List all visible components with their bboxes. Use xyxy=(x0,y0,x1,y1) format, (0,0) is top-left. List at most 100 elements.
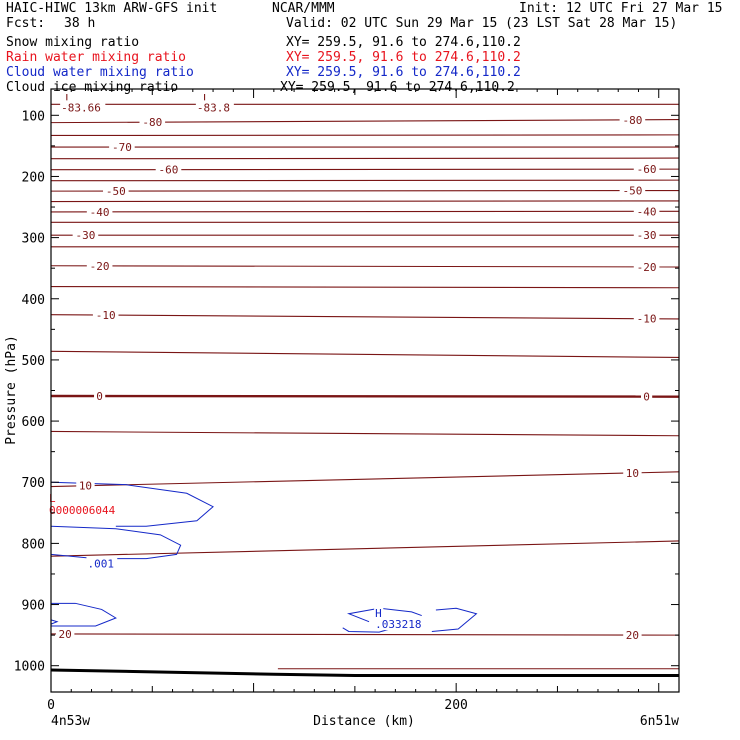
isotherm-line xyxy=(50,285,680,289)
isotherm-line xyxy=(50,189,680,192)
y-tick-label: 900 xyxy=(22,599,45,614)
contour-label-bg xyxy=(374,617,427,631)
forecast-hours: 38 h xyxy=(64,16,96,31)
contour-label-bg xyxy=(633,260,660,273)
extremum-label: L xyxy=(203,92,210,105)
field-rain-name: Rain water mixing ratio xyxy=(6,50,187,65)
x-tick-label: 0 xyxy=(47,698,55,713)
contour-label-bg xyxy=(195,100,234,114)
field-cloud-water-xy: XY= 259.5, 91.6 to 274.6,110.2 xyxy=(286,65,521,80)
isotherm-label: -10 xyxy=(637,313,657,326)
contour-label-bg xyxy=(94,390,106,403)
contour-label-bg xyxy=(60,100,106,114)
contour-label-bg xyxy=(139,116,166,129)
isotherm-label: -10 xyxy=(96,309,116,322)
isotherm-label: -30 xyxy=(637,229,657,242)
isotherm-line xyxy=(50,265,680,268)
contour-label-bg xyxy=(633,163,660,176)
isotherm-label: -50 xyxy=(622,185,642,198)
valid-time: Valid: 02 UTC Sun 29 Mar 15 (23 LST Sat … xyxy=(286,16,678,31)
isotherm-label: -40 xyxy=(90,206,110,219)
extremum-label: -83.66 xyxy=(61,101,101,114)
y-tick-label: 500 xyxy=(22,354,45,369)
isotherm-line xyxy=(50,179,680,182)
isotherm-line xyxy=(50,168,680,171)
contour-label-bg xyxy=(47,491,58,505)
field-cloud-water-name: Cloud water mixing ratio xyxy=(6,65,194,80)
extremum-label: H xyxy=(375,607,382,620)
extremum-label: .033218 xyxy=(375,618,421,631)
contour-label-bg xyxy=(374,606,384,620)
isotherm-label: -60 xyxy=(159,164,179,177)
y-tick-label: 300 xyxy=(22,232,45,247)
isotherm-label: -30 xyxy=(76,229,96,242)
field-snow-xy: XY= 259.5, 91.6 to 274.6,110.2 xyxy=(286,35,521,50)
isotherm-label: -40 xyxy=(637,205,657,218)
extremum-label: 0000006044 xyxy=(49,504,116,517)
isotherm-line xyxy=(50,314,680,320)
contour-label-bg xyxy=(633,205,660,218)
isotherm-label: 10 xyxy=(626,467,639,480)
y-tick-label: 800 xyxy=(22,537,45,552)
contour-label-bg xyxy=(86,205,113,218)
init-time: Init: 12 UTC Fri 27 Mar 15 xyxy=(519,1,723,16)
extremum-label: -83.8 xyxy=(197,101,230,114)
isotherm-line xyxy=(50,633,680,636)
isotherm-label: 0 xyxy=(96,390,103,403)
contour-label-bg xyxy=(109,141,135,154)
contour-label-bg xyxy=(64,91,74,105)
x-end-location: 6n51w xyxy=(640,714,679,729)
field-snow-name: Snow mixing ratio xyxy=(6,35,140,50)
isotherm-line xyxy=(50,540,680,557)
contour-label-bg xyxy=(201,91,212,105)
cloud-water-contour xyxy=(431,607,478,632)
isotherm-line xyxy=(50,157,680,160)
isotherm-label: -50 xyxy=(106,185,126,198)
y-tick-label: 100 xyxy=(22,109,45,124)
contour-label-bg xyxy=(633,229,660,242)
contour-label-bg xyxy=(76,479,95,492)
isotherm-line xyxy=(50,200,680,203)
isotherm-label: 20 xyxy=(626,629,639,642)
isotherm-label: -20 xyxy=(637,261,657,274)
contour-label-bg xyxy=(47,502,122,516)
org-label: NCAR/MMM xyxy=(272,1,335,16)
field-rain-xy: XY= 259.5, 91.6 to 274.6,110.2 xyxy=(286,50,521,65)
contour-label-bg xyxy=(155,163,182,176)
contour-label-bg xyxy=(623,466,642,479)
model-title: HAIC-HIWC 13km ARW-GFS init xyxy=(6,1,218,16)
isotherm-line xyxy=(50,430,680,437)
contour-label-bg xyxy=(619,113,646,126)
x-start-location: 4n53w xyxy=(51,714,90,729)
isotherm-label: 20 xyxy=(59,628,72,641)
y-tick-label: 600 xyxy=(22,415,45,430)
field-cloud-ice-xy: XY= 259.5, 91.6 to 274.6,110.2 xyxy=(280,80,515,95)
isotherm-label: 10 xyxy=(79,480,92,493)
contour-label-bg xyxy=(86,556,118,570)
cloud-water-contour xyxy=(50,619,59,625)
extremum-label: L xyxy=(65,92,72,105)
isotherm-line xyxy=(50,350,680,359)
plot-frame xyxy=(50,88,680,693)
isotherm-label: 0 xyxy=(643,391,650,404)
y-tick-label: 1000 xyxy=(14,660,45,675)
contour-label-bg xyxy=(86,259,113,272)
ground-surface-line xyxy=(50,668,679,677)
x-tick-label: 200 xyxy=(444,698,467,713)
y-tick-label: 700 xyxy=(22,476,45,491)
isotherm-line xyxy=(50,210,680,213)
contour-label-bg xyxy=(640,390,653,403)
isotherm-label: -70 xyxy=(112,141,132,154)
cloud-water-contour xyxy=(51,602,117,627)
y-axis-label: Pressure (hPa) xyxy=(4,335,19,445)
isotherm-line xyxy=(50,471,680,488)
x-axis-label: Distance (km) xyxy=(313,714,415,729)
isotherm-label: -20 xyxy=(90,260,110,273)
extremum-label: L xyxy=(49,492,56,505)
contour-label-bg xyxy=(633,312,660,325)
contour-label-bg xyxy=(103,185,129,198)
y-tick-label: 400 xyxy=(22,293,45,308)
contour-label-bg xyxy=(623,629,642,642)
y-tick-label: 200 xyxy=(22,170,45,185)
